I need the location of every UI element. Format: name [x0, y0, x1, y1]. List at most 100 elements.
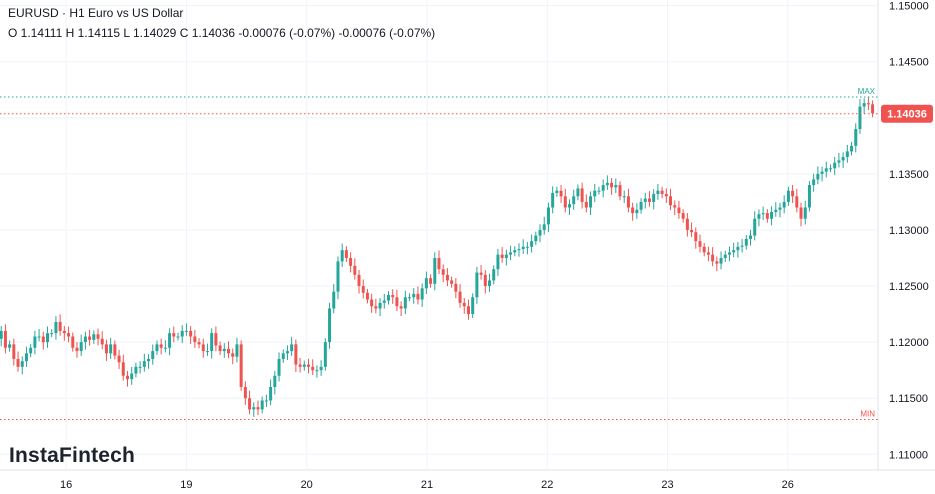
candle-body [841, 157, 845, 161]
candle [50, 329, 54, 338]
candle [328, 302, 332, 349]
candle-body [218, 345, 222, 352]
candle [706, 246, 710, 262]
y-tick-label: 1.11000 [889, 449, 928, 461]
candle-body [618, 185, 622, 197]
candle [441, 264, 445, 283]
candle [41, 331, 45, 350]
x-tick-label: 21 [421, 479, 433, 491]
candle-body [433, 257, 437, 284]
candle [349, 252, 353, 273]
candle-body [323, 342, 327, 367]
candle-body [483, 274, 487, 287]
candle-body [391, 295, 395, 298]
candle-body [92, 334, 96, 340]
candle [643, 192, 647, 209]
candle [711, 247, 715, 267]
candle-body [429, 278, 433, 284]
candle-body [445, 274, 449, 281]
candle-body [147, 358, 151, 362]
candle [807, 181, 811, 212]
candle-body [816, 173, 820, 180]
candle [795, 188, 799, 213]
y-tick-label: 1.12000 [889, 337, 929, 349]
candle [614, 178, 618, 194]
candle-body [706, 252, 710, 255]
candle-body [673, 205, 677, 208]
candle-body [580, 188, 584, 202]
candle-body [761, 213, 765, 215]
candle-body [727, 252, 731, 255]
candle [450, 276, 454, 288]
candle [584, 194, 588, 213]
candle-body [538, 229, 542, 236]
candle-body [365, 292, 369, 300]
candle [8, 340, 12, 352]
candle [180, 325, 184, 344]
candle [3, 324, 7, 354]
candle-body [155, 344, 159, 352]
candle [551, 186, 555, 214]
candle-body [222, 348, 226, 352]
candle-body [424, 278, 428, 289]
candle-body [374, 306, 378, 309]
symbol-title: EURUSD · H1 Euro vs US Dollar [8, 6, 184, 20]
candle-body [454, 283, 458, 292]
candle-body [142, 361, 146, 367]
candle-body [660, 190, 664, 195]
candle [16, 351, 20, 372]
candle [193, 329, 197, 348]
candle [37, 329, 41, 342]
current-price-tag [881, 104, 933, 123]
candle [698, 234, 702, 253]
candle-body [294, 344, 298, 365]
candle [315, 365, 319, 378]
candle-body [37, 336, 41, 338]
candle [462, 298, 466, 314]
candle [635, 203, 639, 219]
candle-body [273, 375, 277, 387]
brand-logo: InstaFintech [9, 444, 136, 467]
candle [252, 402, 256, 417]
current-price-label: 1.14036 [887, 109, 927, 121]
candle [862, 98, 866, 115]
candle-body [109, 344, 113, 354]
candle [580, 182, 584, 209]
candle [201, 338, 205, 358]
y-tick-label: 1.14500 [889, 57, 929, 69]
candle-body [67, 333, 71, 337]
candle-body [719, 257, 723, 264]
candle [235, 337, 239, 363]
candle [429, 274, 433, 288]
candle [205, 343, 209, 356]
candle-body [113, 344, 117, 356]
candle [323, 338, 327, 371]
candle [492, 265, 496, 285]
candle-body [0, 330, 3, 339]
candle [837, 152, 841, 168]
candle-body [551, 192, 555, 208]
candle [24, 346, 28, 367]
max-label: MAX [858, 87, 876, 96]
candle [20, 356, 24, 375]
candle-body [525, 246, 529, 248]
x-tick-label: 26 [782, 479, 794, 491]
candles [0, 96, 875, 417]
candle [488, 273, 492, 292]
candle [227, 341, 231, 359]
candle-body [88, 336, 92, 340]
candle-body [252, 407, 256, 410]
candle [597, 186, 601, 195]
candle [736, 241, 740, 258]
min-label: MIN [860, 410, 875, 419]
candle-body [248, 398, 252, 410]
y-axis: 1.150001.145001.140001.135001.130001.125… [881, 1, 933, 461]
y-tick-label: 1.15000 [889, 1, 929, 13]
candle [391, 289, 395, 304]
candle [732, 242, 736, 258]
candle-body [795, 196, 799, 208]
y-tick-label: 1.11500 [889, 393, 928, 405]
candle-body [420, 288, 424, 300]
candle-body [349, 257, 353, 266]
